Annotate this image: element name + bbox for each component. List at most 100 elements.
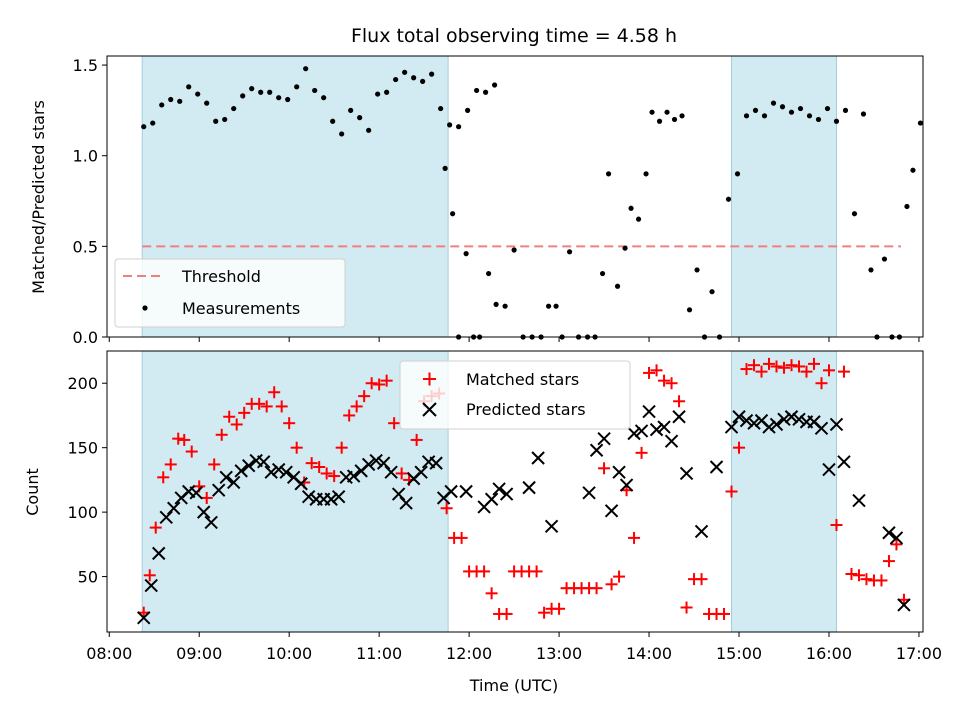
matched-star-point <box>208 458 221 471</box>
matched-star-point <box>149 521 162 534</box>
measurement-point <box>725 196 732 202</box>
measurement-point <box>743 113 750 119</box>
measurement-point <box>402 69 408 75</box>
measurement-point <box>566 249 573 255</box>
matched-star-point <box>725 485 738 498</box>
predicted-star-point <box>634 424 649 438</box>
x-tick-label: 09:00 <box>176 644 222 663</box>
predicted-star-point <box>837 455 851 469</box>
predicted-star-point <box>882 526 896 540</box>
predicted-star-point <box>234 464 248 478</box>
measurement-point <box>330 118 336 124</box>
measurement-point <box>285 96 291 103</box>
x-tick-label: 14:00 <box>626 644 672 663</box>
matched-star-point <box>845 567 858 580</box>
matched-star-point <box>658 374 671 387</box>
x-tick-label: 10:00 <box>266 644 312 663</box>
measurement-point <box>375 91 381 97</box>
bottom-panel: 50 100 150 200 08:00 09:00 10:00 11:00 12:00 13:… <box>23 350 942 695</box>
matched-star-point <box>807 357 820 370</box>
measurement-point <box>339 131 345 137</box>
measurement-point <box>833 118 840 124</box>
measurement-point <box>463 251 469 257</box>
measurement-point <box>649 109 655 115</box>
predicted-star-point <box>189 486 203 500</box>
matched-star-point <box>373 378 386 391</box>
top-y-ticks: 0.0 0.5 1.0 1.5 <box>73 56 107 347</box>
measurement-point <box>492 82 498 88</box>
measurement-point <box>701 334 708 340</box>
measurement-point <box>195 91 201 97</box>
predicted-star-point <box>522 480 536 495</box>
measurement-point <box>529 334 535 340</box>
measurement-point <box>477 334 483 340</box>
matched-star-point <box>260 400 273 413</box>
predicted-star-point <box>204 515 218 530</box>
predicted-star-point <box>612 465 626 479</box>
measurement-point <box>294 84 300 90</box>
matched-star-point <box>628 531 641 544</box>
top-x-ticks <box>108 337 920 342</box>
measurement-point <box>770 100 777 106</box>
y-tick-label: 200 <box>67 374 98 393</box>
measurement-point <box>168 96 174 103</box>
top-legend-box <box>114 258 346 328</box>
predicted-star-point <box>747 416 761 430</box>
measurement-point <box>321 95 327 101</box>
predicted-star-point <box>226 475 241 490</box>
predicted-star-point <box>256 455 271 469</box>
measurement-point <box>213 118 219 124</box>
predicted-star-point <box>264 465 278 479</box>
predicted-star-point <box>492 482 506 496</box>
measurement-point <box>366 127 372 133</box>
matched-star-point <box>230 418 243 431</box>
matched-star-point <box>605 578 618 591</box>
predicted-star-point <box>159 510 173 524</box>
matched-stars-points <box>137 357 910 620</box>
matched-star-point <box>680 601 693 614</box>
measurement-point <box>671 116 678 123</box>
predicted-star-point <box>582 486 596 500</box>
predicted-star-point <box>499 487 514 501</box>
matched-star-point <box>770 360 783 373</box>
predicted-star-point <box>531 451 545 465</box>
matched-star-point <box>365 377 378 390</box>
measurement-point <box>643 171 649 177</box>
measurement-point <box>442 165 448 171</box>
predicted-star-point <box>649 422 664 437</box>
x-tick-label: 17:00 <box>896 644 942 663</box>
matched-star-point <box>328 470 341 483</box>
measurement-point <box>420 78 426 84</box>
bottom-y-ticks: 50 100 150 200 <box>67 374 107 587</box>
x-tick-label: 08:00 <box>86 644 132 663</box>
predicted-star-point <box>642 404 656 419</box>
bottom-panel-frame <box>106 350 924 633</box>
measurement-point <box>656 118 663 124</box>
predicted-star-point <box>197 505 211 519</box>
matched-star-point <box>313 461 326 474</box>
measurement-point <box>150 120 156 126</box>
shaded-interval <box>731 55 837 338</box>
measurement-point <box>231 105 237 112</box>
matched-star-point <box>740 363 753 376</box>
measurement-point <box>267 89 273 95</box>
top-panel-frame <box>106 55 924 338</box>
measurement-point <box>851 211 858 217</box>
predicted-star-point <box>429 456 443 470</box>
matched-star-point <box>598 462 611 475</box>
matched-star-point <box>500 607 513 620</box>
measurement-point <box>686 307 693 313</box>
predicted-star-point <box>219 470 233 485</box>
matched-star-point <box>350 400 363 413</box>
matched-star-point <box>822 364 835 377</box>
predicted-star-point <box>331 489 346 504</box>
measurement-point <box>635 216 642 222</box>
predicted-star-point <box>732 410 746 424</box>
measurement-point <box>177 98 183 104</box>
predicted-star-point <box>762 420 776 434</box>
matched-star-point <box>215 428 228 441</box>
threshold-legend-label: Threshold <box>181 267 261 286</box>
measurement-point <box>605 171 612 177</box>
predicted-star-point <box>664 434 679 448</box>
